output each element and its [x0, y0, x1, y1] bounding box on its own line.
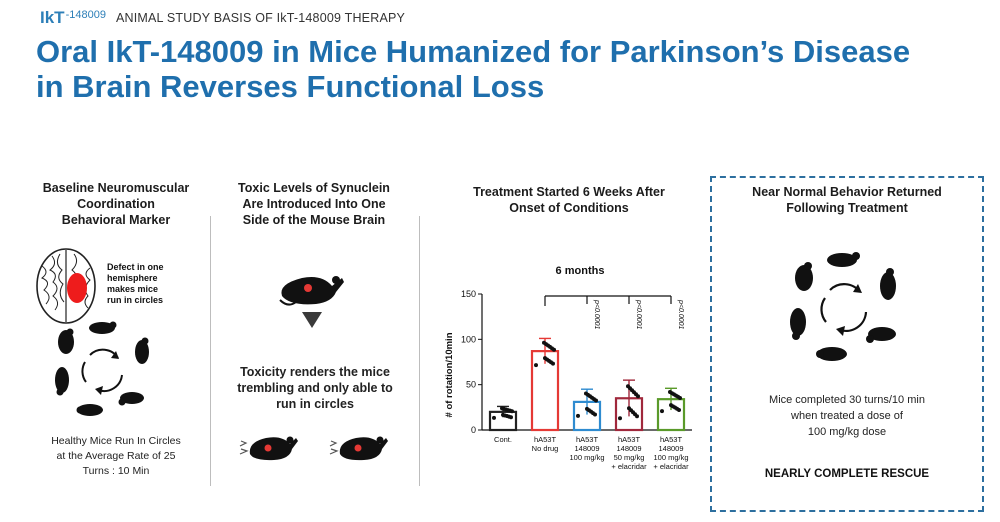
- logo-sub-text: -148009: [65, 9, 106, 21]
- col3-title: Treatment Started 6 Weeks After Onset of…: [440, 184, 698, 216]
- data-point: [542, 340, 546, 345]
- header: IkT -148009 ANIMAL STUDY BASIS OF IkT-14…: [40, 8, 405, 28]
- rescue-line-2: when treated a dose of: [791, 410, 903, 422]
- rescue-panel: [710, 176, 984, 512]
- brain-illustration: [36, 248, 96, 324]
- logo-main-text: IkT: [40, 8, 65, 27]
- x-tick-label: 100 mg/kg: [653, 453, 688, 462]
- slide-title-line-1: Oral IkT-148009 in Mice Humanized for Pa…: [36, 34, 911, 69]
- data-point: [669, 403, 673, 408]
- x-tick-label: 148009: [658, 444, 683, 453]
- x-tick-label: + elacridar: [653, 462, 689, 471]
- mice-circle-illustration: [55, 321, 149, 416]
- data-point: [543, 356, 547, 361]
- data-point: [660, 409, 664, 414]
- slide-title-line-2: in Brain Reverses Functional Loss: [36, 69, 545, 104]
- p-value-label: p<0.0001: [677, 299, 684, 329]
- x-tick-label: + elacridar: [611, 462, 647, 471]
- data-point: [626, 384, 630, 389]
- divider-1: [210, 216, 211, 486]
- p-value-label: p<0.0001: [635, 299, 642, 329]
- y-tick-label: 0: [471, 425, 476, 435]
- data-point: [534, 363, 538, 368]
- col1-title: Baseline Neuromuscular Coordination Beha…: [18, 180, 214, 228]
- trembling-mouse-icon-2: [329, 436, 388, 461]
- x-tick-label: 50 mg/kg: [614, 453, 645, 462]
- company-logo: IkT -148009: [40, 8, 106, 28]
- col2-title-line-3: Side of the Mouse Brain: [242, 213, 386, 227]
- chart-title: 6 months: [556, 265, 605, 277]
- defect-line-3: makes mice: [107, 284, 159, 294]
- x-tick-label: hA53T: [618, 435, 641, 444]
- col1-title-line-2: Coordination: [77, 197, 155, 211]
- injected-mouse-icon: [279, 276, 344, 306]
- data-point: [627, 406, 631, 411]
- col3-title-line-1: Treatment Started 6 Weeks After: [473, 185, 665, 199]
- x-tick-label: hA53T: [660, 435, 683, 444]
- x-tick-label: 148009: [616, 444, 641, 453]
- col3-title-line-2: Onset of Conditions: [509, 201, 629, 215]
- data-point: [500, 406, 504, 411]
- data-point: [668, 389, 672, 394]
- defect-line-2: hemisphere: [107, 273, 158, 283]
- rescue-line-1: Mice completed 30 turns/10 min: [769, 394, 925, 406]
- y-tick-label: 100: [461, 334, 476, 344]
- col4-title: Near Normal Behavior Returned Following …: [716, 184, 978, 216]
- x-tick-label: No drug: [532, 444, 559, 453]
- rotation-bar-chart: 6 months # of rotation/10min 0 50 100 150 Co…: [444, 265, 692, 471]
- toxicity-line-1: Toxicity renders the mice: [240, 365, 390, 379]
- col1-note: Healthy Mice Run In Circles at the Avera…: [18, 434, 214, 479]
- col4-title-line-2: Following Treatment: [786, 201, 908, 215]
- section-label: ANIMAL STUDY BASIS OF IkT-148009 THERAPY: [115, 11, 406, 25]
- x-tick-label: hA53T: [576, 435, 599, 444]
- data-point: [618, 416, 622, 421]
- col1-title-line-3: Behavioral Marker: [61, 213, 171, 227]
- col2-title-line-2: Are Introduced Into One: [242, 197, 386, 211]
- slide-title: Oral IkT-148009 in Mice Humanized for Pa…: [36, 34, 996, 104]
- toxicity-note: Toxicity renders the mice trembling and …: [220, 364, 410, 412]
- p-value-label: p<0.0001: [593, 299, 600, 329]
- data-point: [576, 413, 580, 418]
- col1-note-line-2: at the Average Rate of 25: [56, 450, 176, 462]
- x-tick-label: 100 mg/kg: [569, 453, 604, 462]
- col1-title-line-1: Baseline Neuromuscular: [42, 181, 190, 195]
- rescue-line-3: 100 mg/kg dose: [807, 426, 887, 438]
- defect-note: Defect in one hemisphere makes mice run …: [107, 262, 164, 306]
- y-tick-label: 150: [461, 289, 476, 299]
- data-point: [585, 406, 589, 411]
- toxicity-line-3: run in circles: [276, 397, 354, 411]
- rescue-headline: NEARLY COMPLETE RESCUE: [764, 468, 930, 480]
- col1-note-line-1: Healthy Mice Run In Circles: [51, 435, 181, 447]
- y-axis-label: # of rotation/10min: [444, 332, 455, 417]
- x-tick-label: 148009: [574, 444, 599, 453]
- toxicity-line-2: trembling and only able to: [237, 381, 393, 395]
- y-tick-label: 50: [466, 380, 476, 390]
- col2-title: Toxic Levels of Synuclein Are Introduced…: [214, 180, 414, 228]
- col2-title-line-1: Toxic Levels of Synuclein: [238, 181, 390, 195]
- divider-2: [419, 216, 420, 486]
- trembling-mouse-icon-1: [239, 436, 298, 461]
- x-tick-label: hA53T: [534, 435, 557, 444]
- data-point: [501, 412, 505, 417]
- col1-note-line-3: Turns : 10 Min: [82, 465, 150, 477]
- x-tick-label: Cont.: [494, 435, 512, 444]
- defect-line-4: run in circles: [107, 295, 164, 305]
- data-point: [492, 415, 496, 420]
- recovered-mice-circle-illustration: [790, 252, 896, 361]
- down-arrow-icon: [302, 312, 322, 328]
- rescue-description: Mice completed 30 turns/10 min when trea…: [716, 392, 978, 440]
- col4-title-line-1: Near Normal Behavior Returned: [752, 185, 942, 199]
- defect-line-1: Defect in one: [107, 262, 164, 272]
- data-point: [584, 391, 588, 396]
